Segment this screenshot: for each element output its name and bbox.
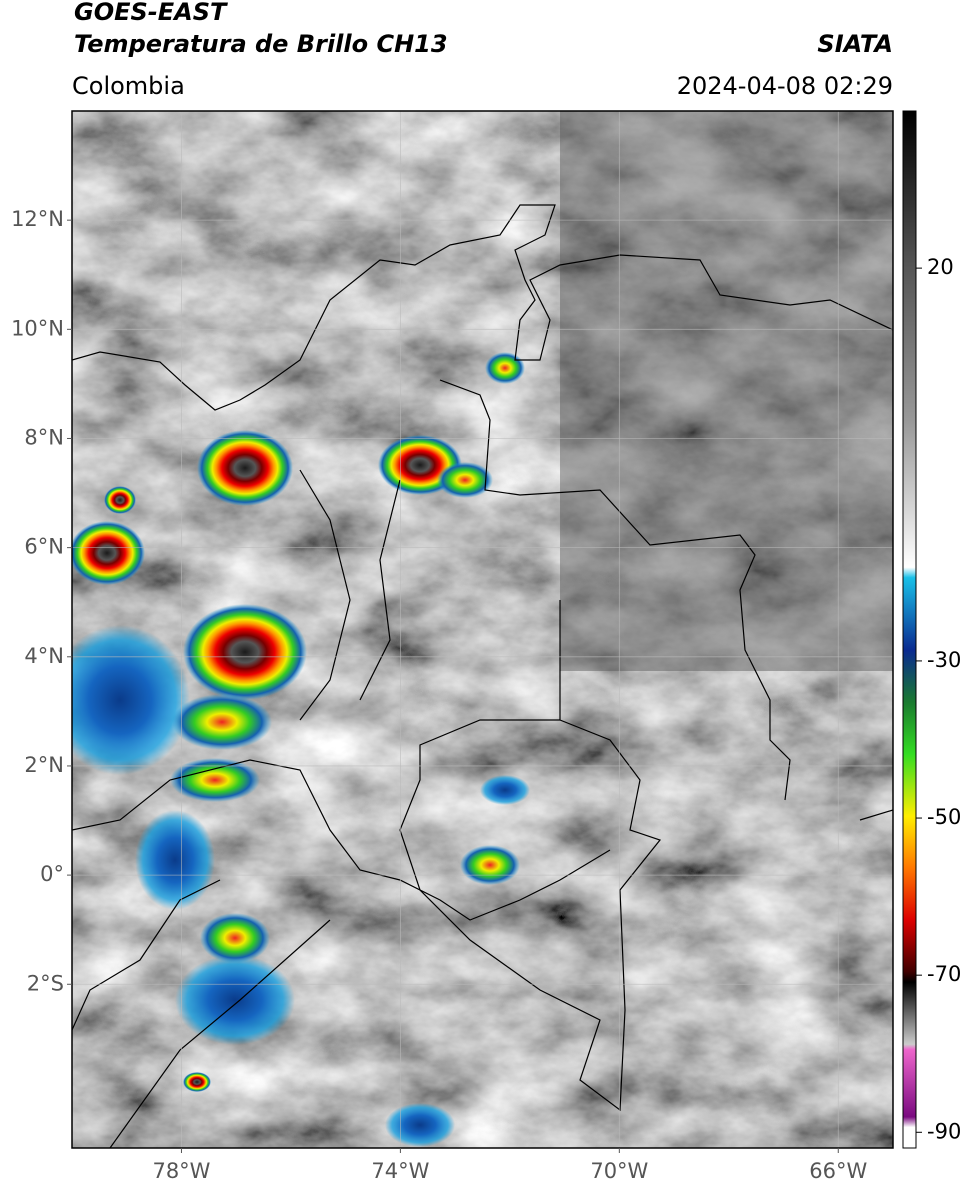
convection <box>385 1103 455 1147</box>
colorbar <box>902 110 917 1149</box>
title: GOES-EAST <box>74 0 228 26</box>
convection <box>480 775 530 805</box>
convection <box>135 810 215 910</box>
border <box>299 469 401 721</box>
colorbar-tick-label: 20 <box>927 255 954 279</box>
colorbar-tick-label: -30 <box>927 648 961 672</box>
y-tick-label: 8°N <box>24 425 64 449</box>
timestamp: 2024-04-08 02:29 <box>677 72 893 100</box>
y-tick-label: 2°S <box>27 971 64 995</box>
map-frame <box>71 110 894 1149</box>
x-tick-label: 78°W <box>152 1159 210 1183</box>
convection <box>72 625 190 775</box>
storm <box>170 758 260 802</box>
border <box>72 759 611 921</box>
borders <box>72 204 893 1148</box>
y-tick-label: 10°N <box>11 316 64 340</box>
x-tick-label: 70°W <box>590 1159 648 1183</box>
border <box>399 600 662 1112</box>
x-tick-label: 74°W <box>371 1159 429 1183</box>
grid <box>72 111 893 1148</box>
y-tick-label: 12°N <box>11 207 64 231</box>
storm <box>172 694 272 750</box>
border <box>109 809 893 1148</box>
region: Colombia <box>72 72 185 100</box>
convection <box>175 955 295 1045</box>
coastline <box>72 204 893 411</box>
colorbar-tick-label: -90 <box>927 1119 961 1143</box>
y-tick-label: 6°N <box>24 535 64 559</box>
storm <box>485 352 525 384</box>
y-tick-label: 0° <box>40 862 64 886</box>
storm <box>72 521 145 585</box>
convection <box>460 845 520 885</box>
border <box>439 379 791 801</box>
imagery <box>72 111 893 1148</box>
storm <box>197 430 293 506</box>
storm <box>104 486 136 514</box>
colorbar-tick-label: -70 <box>927 962 961 986</box>
clear-area <box>560 111 893 671</box>
storm <box>183 1072 211 1092</box>
border <box>72 879 221 1031</box>
storm <box>200 913 270 963</box>
storm <box>183 604 307 700</box>
y-tick-label: 4°N <box>24 644 64 668</box>
subtitle: Temperatura de Brillo CH13 <box>74 30 448 58</box>
source: SIATA <box>817 30 893 58</box>
y-tick-label: 2°N <box>24 753 64 777</box>
x-tick-label: 66°W <box>809 1159 867 1183</box>
storm <box>437 462 493 498</box>
colorbar-tick-label: -50 <box>927 805 961 829</box>
